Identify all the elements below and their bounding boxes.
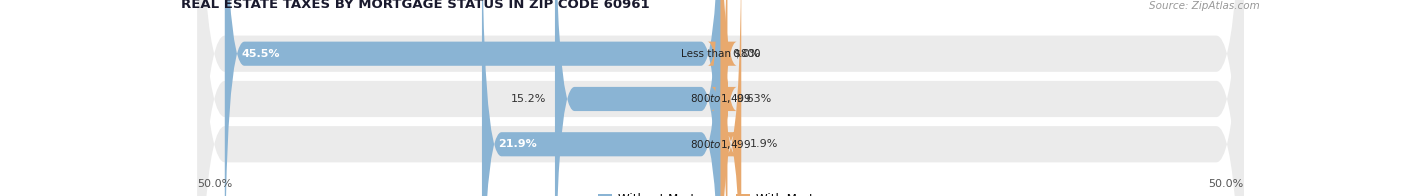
Text: 0.63%: 0.63% (737, 94, 772, 104)
FancyBboxPatch shape (197, 0, 1244, 196)
Text: 15.2%: 15.2% (510, 94, 546, 104)
Text: Less than $800: Less than $800 (681, 49, 761, 59)
FancyBboxPatch shape (197, 0, 1244, 196)
Text: 50.0%: 50.0% (1208, 179, 1244, 189)
Text: 21.9%: 21.9% (498, 139, 537, 149)
Text: Source: ZipAtlas.com: Source: ZipAtlas.com (1149, 1, 1260, 11)
FancyBboxPatch shape (225, 0, 721, 196)
FancyBboxPatch shape (721, 0, 741, 196)
Text: REAL ESTATE TAXES BY MORTGAGE STATUS IN ZIP CODE 60961: REAL ESTATE TAXES BY MORTGAGE STATUS IN … (181, 0, 650, 11)
Text: 45.5%: 45.5% (242, 49, 280, 59)
Text: 50.0%: 50.0% (197, 179, 233, 189)
Text: $800 to $1,499: $800 to $1,499 (690, 93, 751, 105)
FancyBboxPatch shape (711, 0, 737, 196)
Text: 0.0%: 0.0% (733, 49, 761, 59)
Text: $800 to $1,499: $800 to $1,499 (690, 138, 751, 151)
FancyBboxPatch shape (555, 0, 721, 196)
Legend: Without Mortgage, With Mortgage: Without Mortgage, With Mortgage (593, 188, 848, 196)
Text: 1.9%: 1.9% (749, 139, 779, 149)
FancyBboxPatch shape (197, 0, 1244, 196)
FancyBboxPatch shape (482, 0, 721, 196)
FancyBboxPatch shape (707, 0, 737, 196)
